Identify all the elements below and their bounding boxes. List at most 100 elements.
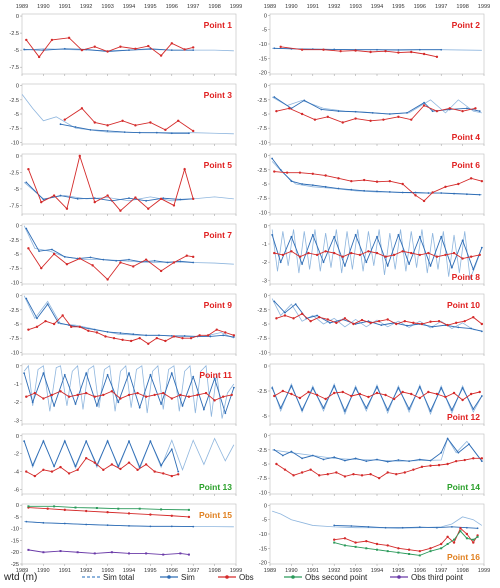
series-point-sim <box>23 48 26 51</box>
series-point-obs <box>463 319 466 323</box>
series-point-obs <box>189 336 193 340</box>
series-point-obs <box>307 251 310 255</box>
top-axis-year-label: 1999 <box>230 4 242 10</box>
series-point-sim <box>344 264 346 267</box>
series-point-obs <box>369 119 372 122</box>
panel-8: 0 -1 -2 -3 Point 8 <box>262 223 485 286</box>
top-axis-year-label: 1997 <box>435 4 447 10</box>
series-point-obs3 <box>128 552 130 555</box>
bottom-axis-year-label: 1995 <box>144 568 156 574</box>
series-point-obs <box>44 319 47 323</box>
series-point-sim <box>401 526 404 529</box>
series-point-obs <box>192 46 195 49</box>
panel-plot-area <box>271 229 483 281</box>
series-point-obs <box>454 459 458 463</box>
series-point-sim <box>290 180 293 183</box>
y-tick-label: -2.5 <box>257 308 267 314</box>
series-point-sim <box>42 440 45 443</box>
series-point-obs <box>153 393 156 397</box>
series-point-obs2 <box>138 507 141 510</box>
series-point-obs <box>25 470 28 473</box>
top-axis-year-label: 1990 <box>285 4 297 10</box>
series-point-obs <box>35 325 39 329</box>
series-point-sim <box>222 334 225 337</box>
bottom-axis-year-label: 1993 <box>101 568 113 574</box>
series-point-sim <box>25 181 28 184</box>
y-tick-label: -1 <box>14 382 19 388</box>
series-point-sim <box>408 263 410 265</box>
y-tick-label: -10 <box>259 350 267 356</box>
y-tick-label: -10 <box>259 532 267 538</box>
y-tick-label: -2.5 <box>9 170 19 176</box>
y-tick-label: -5 <box>14 112 19 118</box>
series-point-sim <box>46 303 49 306</box>
panel-12: 0 -2.5 -5 Point 12 <box>257 363 485 426</box>
series-point-obs <box>478 390 481 394</box>
series-point-sim <box>183 334 186 337</box>
series-point-sim <box>294 303 297 306</box>
series-point-sim <box>138 406 141 409</box>
series-point-obs <box>437 463 441 467</box>
series-point-obs <box>354 541 357 544</box>
series-point-sim <box>386 409 389 411</box>
y-tick-label: -7.5 <box>257 126 267 132</box>
series-point-obs <box>420 465 424 469</box>
series-point-obs <box>172 204 176 207</box>
panel-title: Point 9 <box>204 300 233 310</box>
series-point-obs <box>427 251 430 255</box>
series-point-obs <box>414 194 417 197</box>
series-point-obs <box>292 317 295 320</box>
series-point-obs <box>63 508 66 512</box>
series-point-sim <box>303 99 306 102</box>
series-point-obs2 <box>476 535 479 538</box>
y-tick-label: -2.5 <box>257 98 267 104</box>
legend-marker <box>167 575 171 579</box>
series-point-sim <box>119 332 122 334</box>
series-point-sim <box>472 268 475 271</box>
series-point-obs3 <box>145 552 148 555</box>
series-point-sim <box>451 266 453 269</box>
series-point-obs <box>401 250 404 253</box>
panel-plot-area <box>23 364 235 419</box>
series-line-obs <box>28 154 194 212</box>
y-tick-label: -20 <box>11 550 19 556</box>
series-point-obs2 <box>354 545 357 548</box>
series-point-obs <box>418 549 421 553</box>
series-point-sim <box>376 48 378 51</box>
y-tick-label: -5 <box>262 322 267 328</box>
legend-label: Obs third point <box>411 573 464 582</box>
series-point-obs <box>85 509 88 513</box>
series-point-obs <box>164 128 167 132</box>
series-point-obs <box>395 322 398 326</box>
series-point-obs <box>382 118 385 121</box>
series-point-obs <box>375 391 379 395</box>
panel-plot-area <box>272 45 482 59</box>
top-axis-year-label: 1989 <box>264 4 276 10</box>
top-axis-year-label: 1991 <box>307 4 319 10</box>
series-point-sim <box>232 386 235 389</box>
series-point-obs <box>65 207 69 210</box>
series-point-sim <box>376 190 378 193</box>
series-line-sim_total <box>272 510 483 529</box>
series-point-obs <box>78 257 81 260</box>
series-point-sim <box>322 407 325 409</box>
series-point-sim <box>102 258 105 261</box>
series-point-obs <box>67 395 71 398</box>
series-point-obs <box>375 251 379 255</box>
top-axis-year-label: 1992 <box>80 4 92 10</box>
series-point-obs <box>401 390 404 394</box>
series-point-sim <box>388 191 391 193</box>
series-point-obs <box>232 334 236 337</box>
y-tick-label: -7.5 <box>257 336 267 342</box>
series-point-sim <box>350 188 353 191</box>
series-point-obs <box>341 390 344 394</box>
series-point-obs <box>397 547 400 550</box>
y-tick-label: -3 <box>14 418 19 424</box>
legend-label: Sim <box>181 573 195 582</box>
series-point-sim <box>158 334 160 337</box>
bottom-axis-year-label: 1990 <box>285 568 297 574</box>
series-point-obs <box>170 474 173 478</box>
series-point-obs <box>377 476 381 480</box>
series-point-obs <box>204 391 208 395</box>
series-point-obs <box>198 334 201 337</box>
